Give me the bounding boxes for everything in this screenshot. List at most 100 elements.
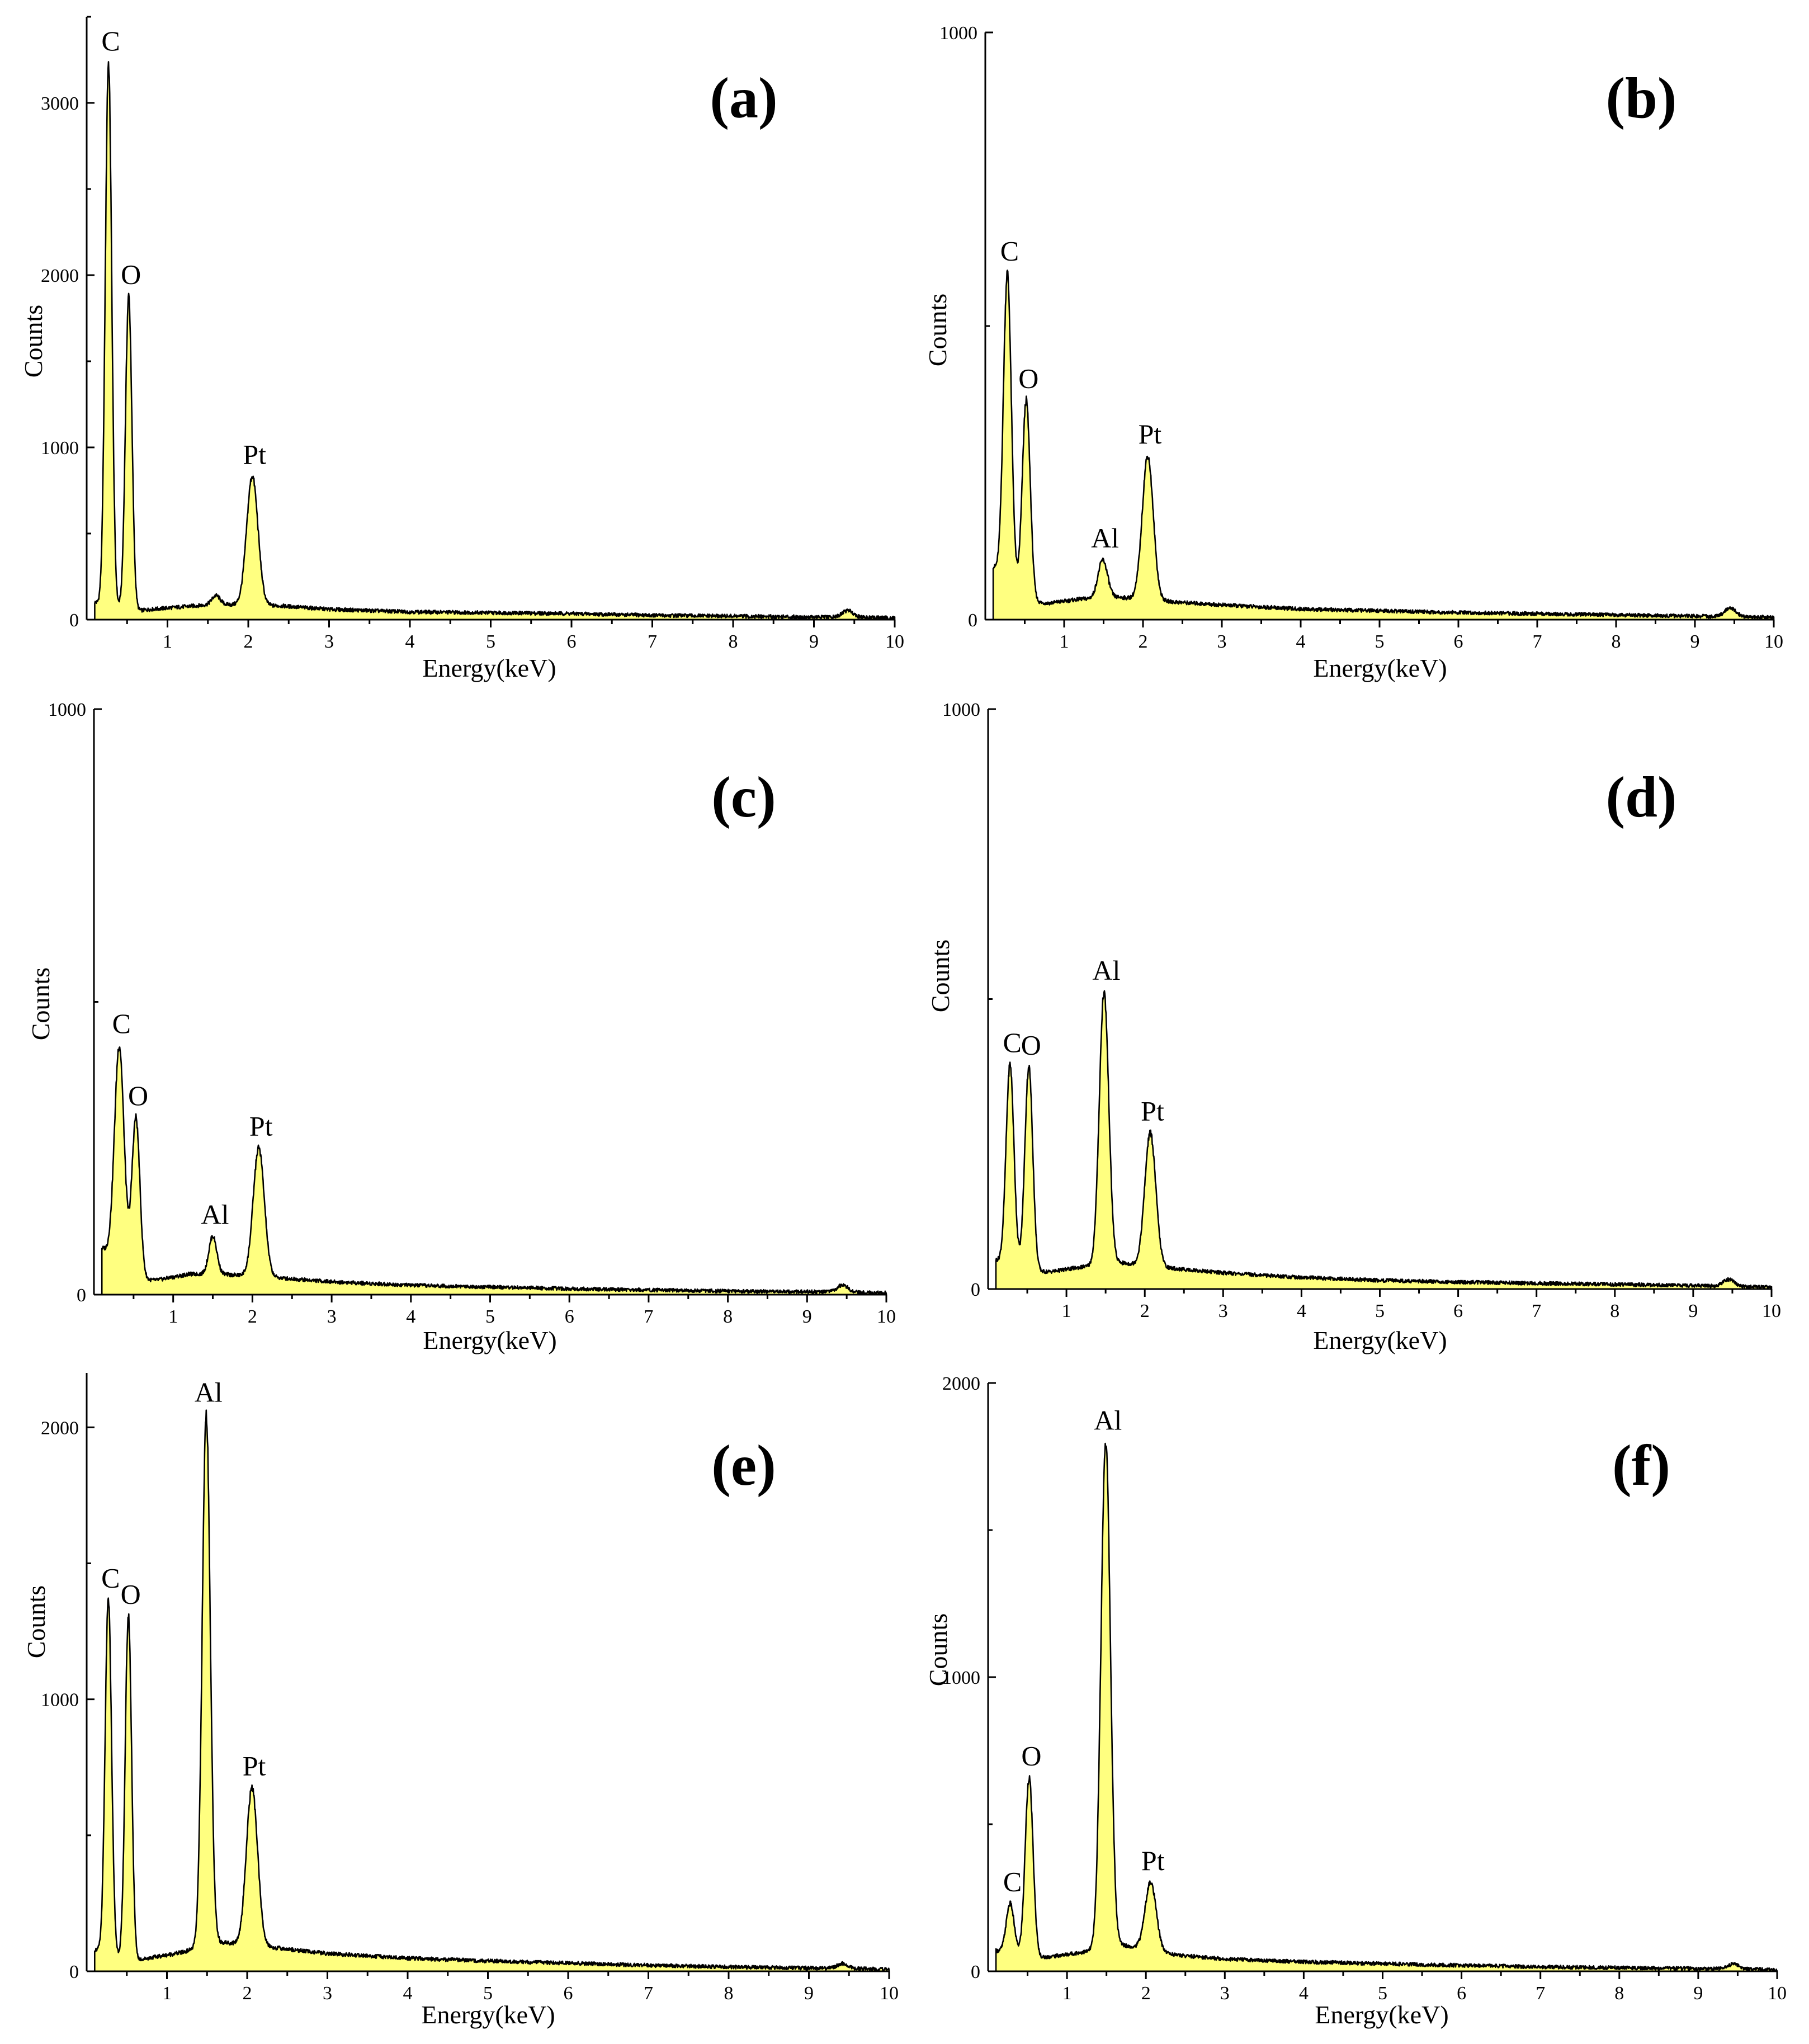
x-tick-label-f: 1 <box>1062 1983 1072 2004</box>
x-tick-label-d: 2 <box>1140 1301 1150 1321</box>
y-tick-label-f: 0 <box>971 1962 980 1982</box>
x-tick-label-e: 9 <box>804 1983 814 2004</box>
y-tick-label-b: 0 <box>968 610 977 631</box>
panel-c: 1 2 3 4 5 6 7 8 9 10 0 1000 Energy(keV) Counts (c) C O Al… <box>26 700 896 1354</box>
peak-label-o-f: O <box>1021 1740 1041 1771</box>
x-tick-label-b: 8 <box>1612 631 1621 652</box>
panel-label-d: (d) <box>1605 765 1676 829</box>
peak-label-o-b: O <box>1018 362 1038 394</box>
x-tick-label-f: 5 <box>1378 1983 1387 2004</box>
x-tick-label-c: 1 <box>168 1306 178 1327</box>
x-axis-title-e: Energy(keV) <box>421 2000 555 2029</box>
x-tick-label-b: 6 <box>1454 631 1463 652</box>
x-tick-label-b: 4 <box>1296 631 1306 652</box>
x-tick-label-d: 8 <box>1610 1301 1619 1321</box>
peak-label-pt-a: Pt <box>243 438 266 470</box>
x-tick-label-a: 2 <box>244 631 253 652</box>
x-tick-label-f: 10 <box>1768 1983 1787 2004</box>
peak-label-al-b: Al <box>1091 522 1119 554</box>
x-tick-label-b: 7 <box>1533 631 1542 652</box>
y-tick-label-a: 2000 <box>41 266 79 286</box>
x-tick-label-c: 6 <box>565 1306 574 1327</box>
x-tick-label-e: 3 <box>323 1983 332 2004</box>
x-tick-label-f: 8 <box>1614 1983 1624 2004</box>
peak-label-c-a: C <box>101 25 120 56</box>
x-tick-label-a: 5 <box>486 631 495 652</box>
x-tick-label-b: 9 <box>1690 631 1700 652</box>
peak-label-pt-b: Pt <box>1139 418 1162 450</box>
y-tick-label-e: 2000 <box>41 1418 79 1438</box>
y-axis-title-a: Counts <box>19 305 48 377</box>
spectrum-series-a <box>94 61 896 621</box>
x-tick-label-e: 2 <box>243 1983 252 2004</box>
x-tick-label-c: 3 <box>327 1306 337 1327</box>
panel-d: 1 2 3 4 5 6 7 8 9 10 0 1000 Energy(keV) Counts (d) CO Al… <box>926 700 1781 1354</box>
y-axis-title-b: Counts <box>923 294 952 366</box>
peak-label-al-e: Al <box>195 1376 223 1408</box>
spectrum-series-d <box>995 990 1773 1290</box>
panel-e: 1 2 3 4 5 6 7 8 9 10 0 1000 2000 Energy(keV) Counts (e)… <box>22 1373 899 2029</box>
peak-label-o-e: O <box>121 1579 141 1610</box>
x-tick-label-b: 2 <box>1139 631 1148 652</box>
spectrum-series-e <box>94 1409 890 1972</box>
x-axis-title-c: Energy(keV) <box>423 1326 556 1354</box>
x-tick-label-e: 8 <box>724 1983 734 2004</box>
panel-a: 1 2 3 4 5 6 7 8 9 10 0 1000 2000 3000 Energy(keV) Count… <box>19 16 904 682</box>
y-axis-title-d: Counts <box>926 940 955 1012</box>
x-tick-label-f: 4 <box>1299 1983 1309 2004</box>
x-tick-label-d: 6 <box>1453 1301 1463 1321</box>
x-tick-label-d: 3 <box>1218 1301 1228 1321</box>
panel-b: 1 2 3 4 5 6 7 8 9 10 0 1000 Energy(keV) Counts (b) C O Al… <box>923 23 1783 682</box>
spectrum-series-f <box>995 1442 1778 1972</box>
peak-label-c-f: C <box>1003 1866 1022 1897</box>
panel-label-a: (a) <box>710 66 777 130</box>
x-tick-label-f: 9 <box>1693 1983 1703 2004</box>
peak-label-c-d: C <box>1003 1027 1022 1058</box>
x-tick-label-e: 7 <box>644 1983 653 2004</box>
peak-label-o-c: O <box>128 1080 148 1111</box>
x-tick-label-e: 1 <box>162 1983 172 2004</box>
x-tick-label-f: 7 <box>1536 1983 1545 2004</box>
x-tick-label-e: 5 <box>483 1983 493 2004</box>
x-tick-label-a: 10 <box>885 631 904 652</box>
x-tick-label-a: 4 <box>405 631 415 652</box>
peak-label-c-b: C <box>1000 235 1019 266</box>
x-tick-label-a: 1 <box>163 631 172 652</box>
y-axis-title-e: Counts <box>22 1585 50 1658</box>
peak-label-pt-e: Pt <box>243 1750 266 1782</box>
y-tick-label-e: 1000 <box>41 1690 79 1711</box>
x-tick-label-f: 3 <box>1220 1983 1230 2004</box>
y-tick-label-c: 1000 <box>48 700 86 720</box>
x-tick-label-c: 10 <box>877 1306 896 1327</box>
x-tick-label-b: 5 <box>1375 631 1385 652</box>
peak-label-o-d: O <box>1021 1030 1041 1061</box>
x-tick-label-d: 5 <box>1375 1301 1385 1321</box>
x-tick-label-e: 6 <box>564 1983 573 2004</box>
peak-label-al-c: Al <box>201 1198 229 1230</box>
y-axis-title-f: Counts <box>924 1613 952 1686</box>
y-tick-label-d: 1000 <box>942 700 980 720</box>
peak-label-o-a: O <box>121 259 141 290</box>
x-tick-label-b: 3 <box>1217 631 1227 652</box>
x-tick-label-c: 4 <box>406 1306 415 1327</box>
x-tick-label-a: 9 <box>809 631 819 652</box>
panel-label-f: (f) <box>1612 1433 1670 1498</box>
peak-label-al-f: Al <box>1094 1404 1122 1436</box>
x-tick-label-d: 10 <box>1762 1301 1781 1321</box>
x-tick-label-a: 3 <box>324 631 334 652</box>
x-axis-title-b: Energy(keV) <box>1313 654 1447 682</box>
x-tick-label-a: 8 <box>729 631 738 652</box>
y-tick-label-e: 0 <box>69 1962 79 1982</box>
x-axis-title-d: Energy(keV) <box>1313 1326 1447 1354</box>
peak-label-pt-f: Pt <box>1141 1845 1165 1876</box>
x-tick-label-f: 2 <box>1141 1983 1151 2004</box>
spectrum-series-c <box>101 1046 887 1296</box>
y-tick-label-a: 0 <box>69 610 79 631</box>
x-tick-label-c: 5 <box>485 1306 495 1327</box>
panel-label-c: (c) <box>711 765 776 829</box>
x-tick-label-e: 10 <box>880 1983 899 2004</box>
x-tick-label-a: 6 <box>567 631 577 652</box>
x-tick-label-e: 4 <box>403 1983 413 2004</box>
x-tick-label-d: 1 <box>1062 1301 1071 1321</box>
